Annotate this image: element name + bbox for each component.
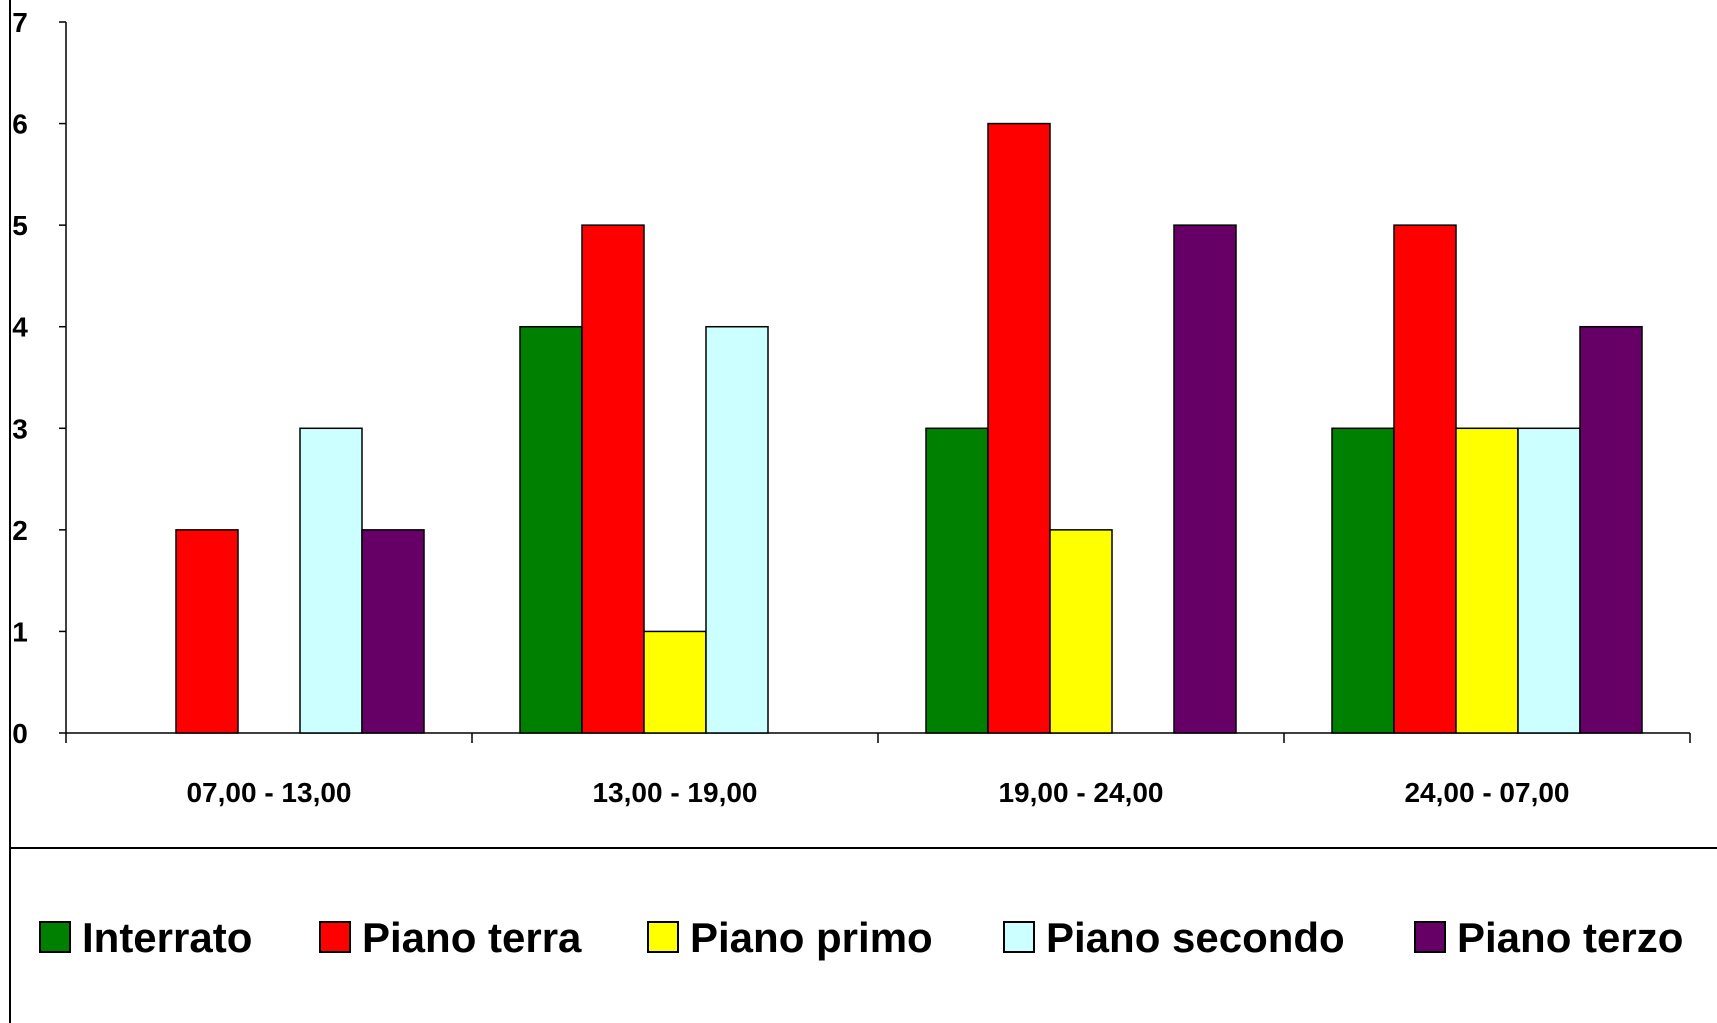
bar <box>1393 224 1457 734</box>
bar <box>1455 427 1519 734</box>
y-tick-label: 1 <box>12 616 28 647</box>
bar <box>361 529 425 734</box>
legend-label: Piano primo <box>690 914 933 961</box>
legend-item: Piano terzo <box>1414 914 1683 961</box>
legend-label: Piano terra <box>362 914 582 961</box>
legend-item: Piano primo <box>647 914 933 961</box>
y-tick-label: 3 <box>12 413 28 444</box>
x-category-label: 07,00 - 13,00 <box>186 777 351 808</box>
bar <box>299 427 363 734</box>
bar <box>1173 224 1237 734</box>
bar <box>1517 427 1581 734</box>
bar <box>925 427 989 734</box>
y-tick-label: 4 <box>12 312 28 343</box>
legend-swatch <box>647 921 679 953</box>
bar <box>705 325 769 734</box>
y-tick-label: 7 <box>12 7 28 38</box>
bar <box>1579 325 1643 734</box>
bar <box>987 122 1051 734</box>
legend-swatch <box>39 921 71 953</box>
legend-label: Interrato <box>82 914 252 961</box>
bar <box>1049 529 1113 734</box>
legend-label: Piano terzo <box>1457 914 1683 961</box>
bar <box>643 630 707 734</box>
legend-label: Piano secondo <box>1046 914 1345 961</box>
x-category-label: 19,00 - 24,00 <box>998 777 1163 808</box>
y-tick-label: 5 <box>12 210 28 241</box>
bar <box>1331 427 1395 734</box>
x-category-label: 24,00 - 07,00 <box>1404 777 1569 808</box>
legend: Interrato Piano terra Piano primo Piano sec… <box>39 914 1683 961</box>
legend-swatch <box>319 921 351 953</box>
y-tick-label: 6 <box>12 109 28 140</box>
legend-item: Piano terra <box>319 914 582 961</box>
bar <box>519 325 583 734</box>
y-tick-label: 0 <box>12 718 28 749</box>
bar <box>581 224 645 734</box>
x-category-label: 13,00 - 19,00 <box>592 777 757 808</box>
legend-swatch <box>1414 921 1446 953</box>
bar <box>175 529 239 734</box>
legend-item: Interrato <box>39 914 252 961</box>
legend-item: Piano secondo <box>1003 914 1345 961</box>
plot-area: 0 1 2 3 4 5 6 7 07,00 - 13,00 13,00 - 19,00 19,00 … <box>12 7 1691 808</box>
legend-swatch <box>1003 921 1035 953</box>
y-tick-label: 2 <box>12 515 28 546</box>
